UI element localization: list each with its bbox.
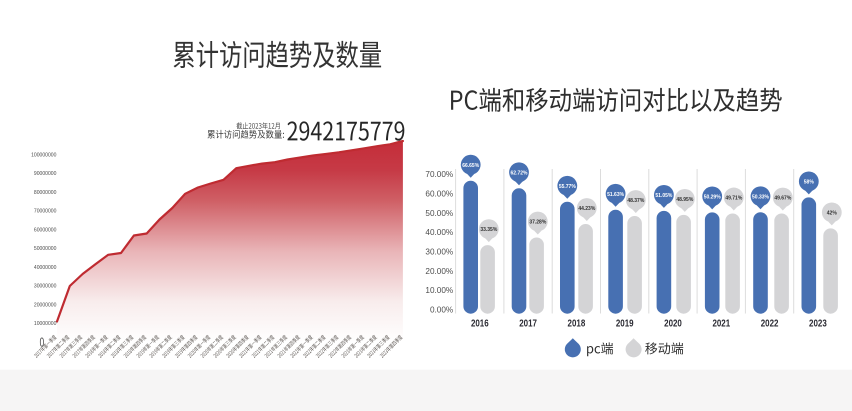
svg-text:50.29%: 50.29% [704, 194, 722, 200]
svg-text:50.33%: 50.33% [752, 194, 770, 200]
svg-text:66.65%: 66.65% [462, 163, 480, 169]
svg-text:48.37%: 48.37% [627, 198, 645, 204]
svg-text:10.00%: 10.00% [425, 286, 453, 295]
svg-text:2020: 2020 [664, 319, 682, 330]
svg-text:50000000: 50000000 [34, 246, 57, 252]
svg-text:33.35%: 33.35% [480, 227, 498, 233]
svg-text:20.00%: 20.00% [425, 267, 453, 276]
svg-text:80000000: 80000000 [34, 190, 57, 196]
svg-text:44.23%: 44.23% [578, 206, 596, 212]
svg-text:2018: 2018 [568, 319, 586, 330]
svg-text:62.72%: 62.72% [511, 170, 529, 176]
svg-text:60000000: 60000000 [34, 227, 57, 233]
svg-text:30000000: 30000000 [34, 284, 57, 290]
svg-text:2016: 2016 [471, 319, 489, 330]
svg-text:48.95%: 48.95% [676, 197, 694, 203]
svg-text:2022: 2022 [761, 319, 779, 330]
svg-text:90000000: 90000000 [34, 171, 57, 177]
svg-text:100000000: 100000000 [31, 152, 56, 158]
svg-text:20000000: 20000000 [34, 302, 57, 308]
svg-text:49.67%: 49.67% [774, 196, 792, 202]
svg-text:2019: 2019 [616, 319, 634, 330]
svg-text:30.00%: 30.00% [425, 247, 453, 256]
svg-text:0.00%: 0.00% [430, 305, 453, 314]
svg-text:55.77%: 55.77% [559, 184, 577, 190]
svg-text:2017: 2017 [519, 319, 537, 330]
svg-text:49.71%: 49.71% [725, 196, 743, 202]
svg-text:70.00%: 70.00% [425, 170, 453, 179]
svg-text:40.00%: 40.00% [425, 228, 453, 237]
svg-text:40000000: 40000000 [34, 265, 57, 271]
svg-text:42%: 42% [827, 210, 838, 216]
svg-text:51.63%: 51.63% [607, 192, 625, 198]
svg-text:37.28%: 37.28% [529, 220, 547, 226]
svg-text:58%: 58% [804, 180, 815, 186]
svg-text:70000000: 70000000 [34, 209, 57, 215]
svg-text:10000000: 10000000 [34, 321, 57, 327]
svg-text:51.05%: 51.05% [655, 193, 673, 199]
svg-text:2021: 2021 [712, 319, 730, 330]
svg-text:2023: 2023 [809, 319, 827, 330]
svg-text:50.00%: 50.00% [425, 209, 453, 218]
svg-text:60.00%: 60.00% [425, 189, 453, 198]
